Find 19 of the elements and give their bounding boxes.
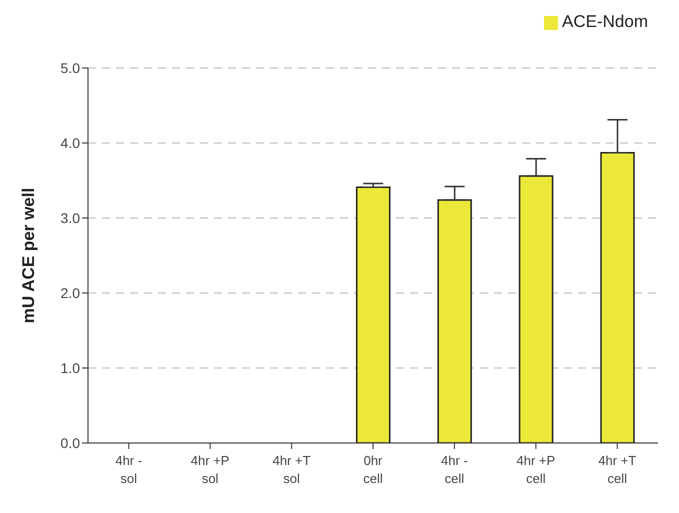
y-tick-label: 0.0 xyxy=(60,434,80,451)
y-tick-label: 5.0 xyxy=(60,60,80,76)
bar xyxy=(437,199,472,443)
y-tick-label: 4.0 xyxy=(60,134,80,151)
y-axis-title: mU ACE per well xyxy=(19,188,38,324)
x-tick-label: 4hr +T cell xyxy=(598,453,636,486)
x-tick-label: 4hr +T sol xyxy=(272,453,311,486)
x-tick-label: 4hr +P cell xyxy=(516,453,556,486)
x-tick-label: 0hr cell xyxy=(363,453,384,486)
bar xyxy=(518,175,554,443)
x-tick-label: 4hr +P sol xyxy=(190,453,230,486)
bar xyxy=(600,152,635,443)
bar xyxy=(356,186,390,443)
y-tick-label: 3.0 xyxy=(60,210,80,226)
legend-label: ACE-Ndom xyxy=(562,12,648,31)
x-tick-label: 4hr - sol xyxy=(115,453,142,486)
y-tick-label: 2.0 xyxy=(60,284,80,301)
y-tick-label: 1.0 xyxy=(60,360,80,376)
x-tick-label: 4hr - cell xyxy=(441,453,468,486)
